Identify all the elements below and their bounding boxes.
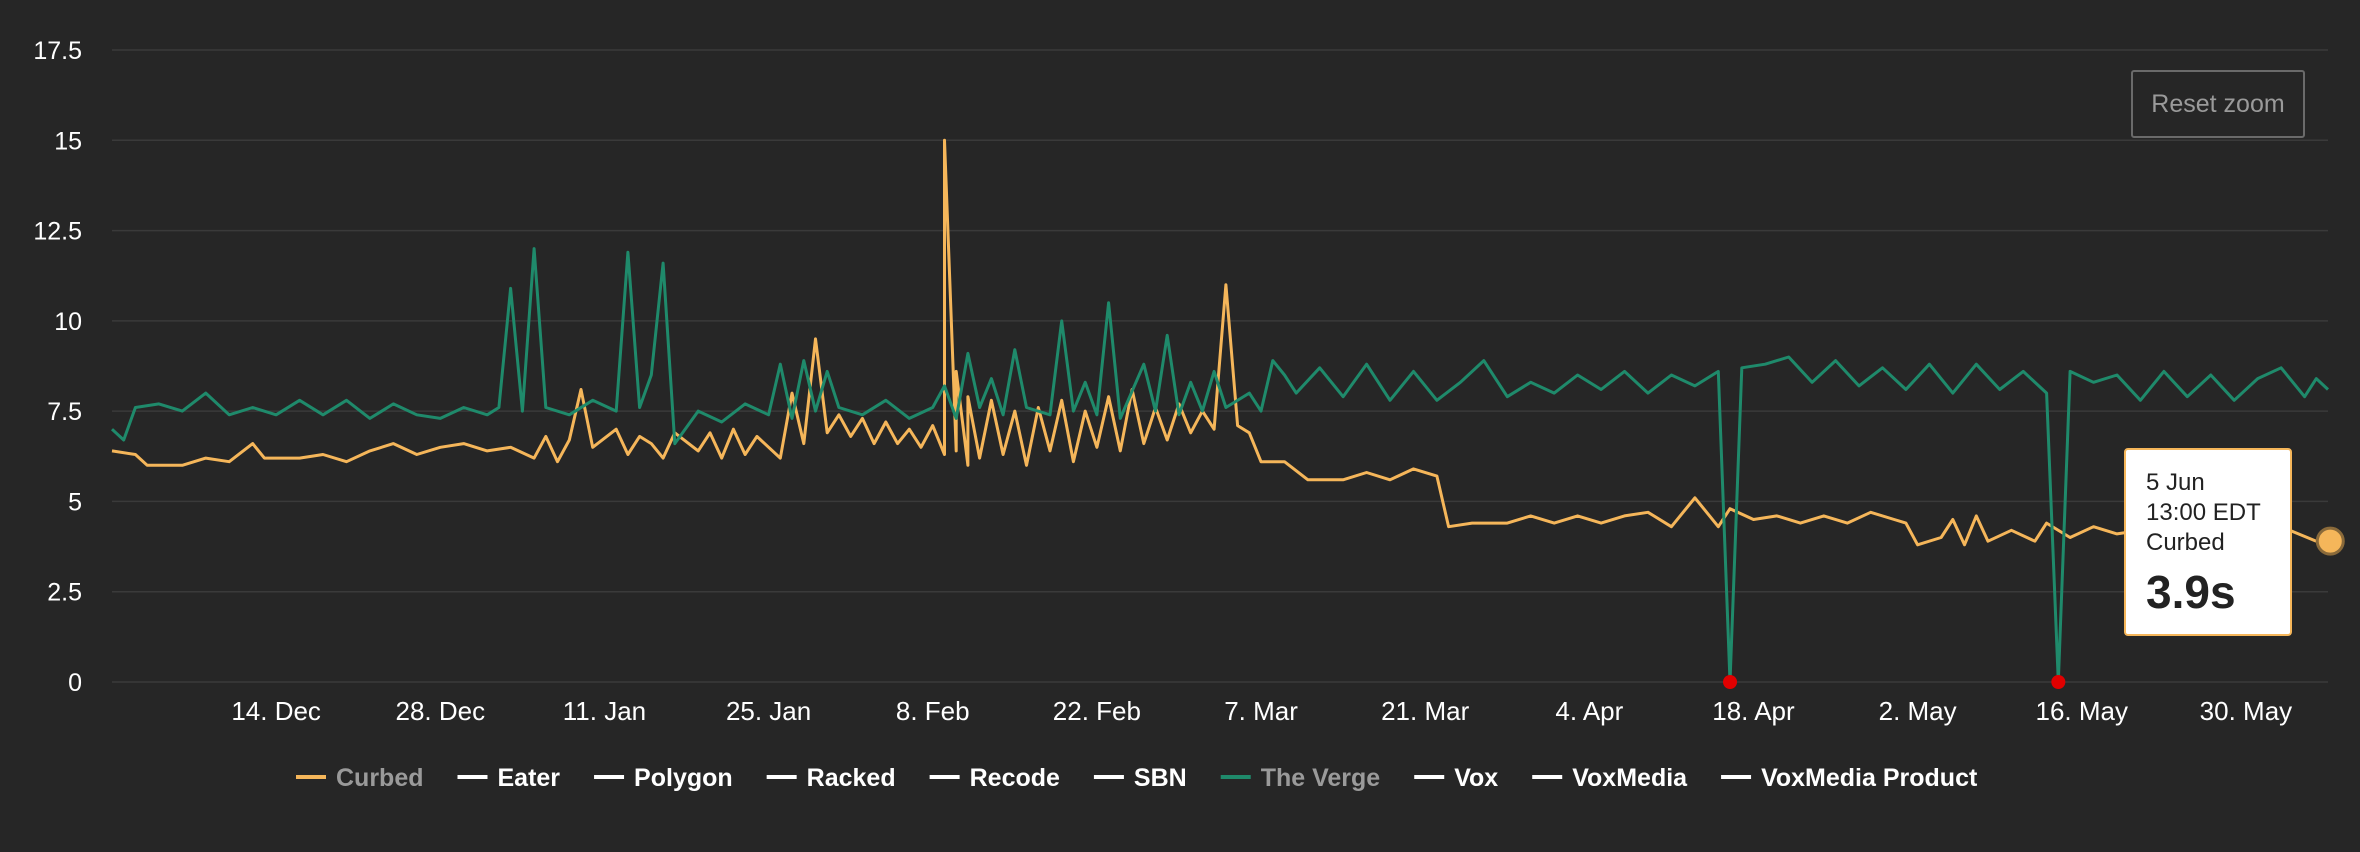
x-tick-label: 7. Mar (1224, 696, 1298, 726)
hover-point-marker (2315, 526, 2345, 556)
legend-item-sbn[interactable]: SBN (1093, 764, 1187, 792)
tooltip-time: 13:00 EDT (2146, 499, 2261, 526)
legend-label: VoxMedia Product (1761, 764, 1978, 792)
x-tick-label: 14. Dec (231, 696, 321, 726)
x-tick-label: 30. May (2200, 696, 2293, 726)
x-tick-label: 8. Feb (896, 696, 970, 726)
tooltip-series: Curbed (2146, 529, 2225, 556)
tooltip: 5 Jun 13:00 EDT Curbed 3.9s (2124, 448, 2292, 636)
y-tick-label: 0 (68, 669, 82, 697)
y-tick-label: 17.5 (33, 37, 82, 65)
legend-label: Vox (1454, 764, 1498, 792)
legend-label: SBN (1134, 764, 1187, 792)
legend-label: Recode (970, 764, 1060, 792)
x-tick-label: 16. May (2036, 696, 2129, 726)
annotation-marker (1723, 675, 1738, 689)
legend-item-eater[interactable]: Eater (457, 764, 561, 792)
x-tick-label: 22. Feb (1053, 696, 1141, 726)
legend-label: VoxMedia (1572, 764, 1688, 792)
reset-zoom-button[interactable]: Reset zoom (2131, 70, 2305, 138)
y-tick-label: 7.5 (47, 398, 82, 426)
legend-label: Curbed (336, 764, 424, 792)
x-tick-label: 11. Jan (563, 696, 646, 726)
y-tick-label: 5 (68, 488, 82, 516)
x-tick-label: 21. Mar (1381, 696, 1469, 726)
series-line-the-verge[interactable] (110, 247, 2330, 684)
legend-item-voxmedia[interactable]: VoxMedia (1532, 764, 1688, 792)
tooltip-value: 3.9s (2146, 566, 2236, 618)
x-tick-label: 2. May (1879, 696, 1957, 726)
legend-label: The Verge (1261, 764, 1381, 792)
series-line-curbed[interactable] (111, 138, 2317, 547)
legend-item-polygon[interactable]: Polygon (594, 764, 733, 792)
legend-label: Racked (807, 764, 896, 792)
y-tick-label: 10 (54, 308, 82, 336)
x-tick-label: 28. Dec (395, 696, 485, 726)
tooltip-date: 5 Jun (2146, 469, 2205, 496)
x-axis: 14. Dec 28. Dec 11. Jan 25. Jan 8. Feb 22. Fe… (231, 696, 2292, 726)
y-axis: 0 2.5 5 7.5 10 12.5 15 17.5 (33, 37, 82, 697)
plot-area[interactable] (110, 138, 2330, 684)
x-tick-label: 4. Apr (1555, 696, 1623, 726)
x-tick-label: 25. Jan (726, 696, 811, 726)
x-tick-label: 18. Apr (1712, 696, 1795, 726)
legend-label: Eater (498, 764, 561, 792)
y-tick-label: 12.5 (33, 218, 82, 246)
annotation-marker (2051, 675, 2066, 689)
legend-item-the-verge[interactable]: The Verge (1220, 764, 1381, 792)
grid-lines (112, 49, 2328, 683)
y-tick-label: 15 (54, 127, 82, 155)
legend-item-vox[interactable]: Vox (1414, 764, 1498, 792)
annotation-markers (1723, 526, 2345, 689)
legend-item-curbed[interactable]: Curbed (296, 764, 424, 792)
legend-item-recode[interactable]: Recode (929, 764, 1060, 792)
legend-item-racked[interactable]: Racked (766, 764, 896, 792)
legend-item-voxmedia-product[interactable]: VoxMedia Product (1721, 764, 1978, 792)
legend[interactable]: Curbed Eater Polygon Racked Recode SBN The Ver… (296, 764, 1978, 792)
legend-label: Polygon (634, 764, 733, 792)
y-tick-label: 2.5 (47, 579, 82, 607)
